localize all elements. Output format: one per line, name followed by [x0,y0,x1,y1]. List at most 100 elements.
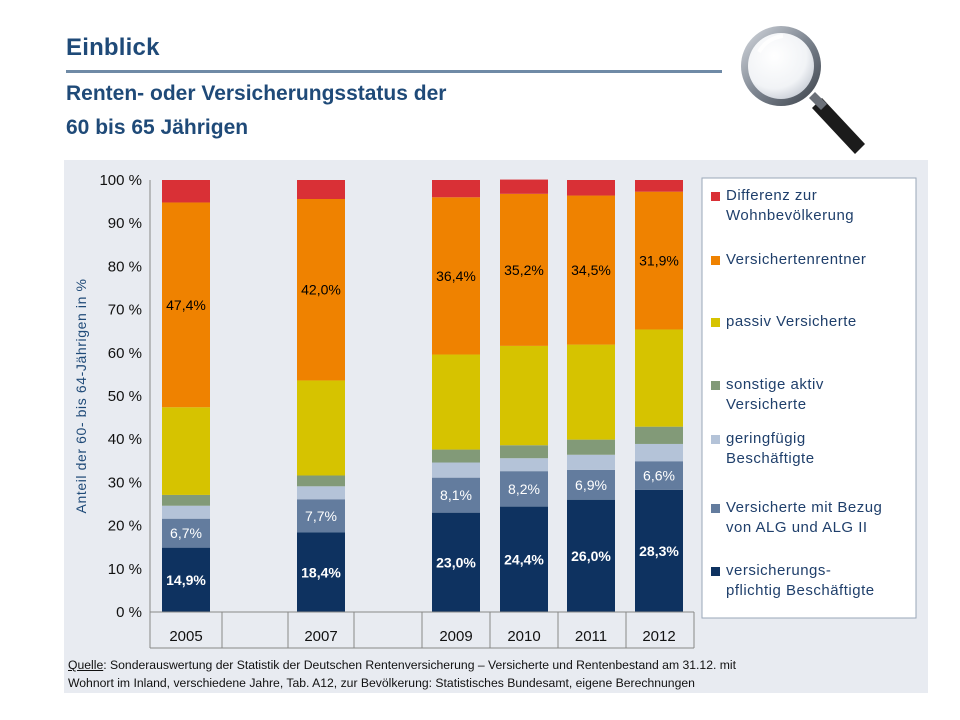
bar-segment [432,477,480,513]
data-label: 8,2% [508,481,540,497]
data-label: 34,5% [571,262,611,278]
bar-segment [500,471,548,507]
bar-segment [500,445,548,459]
bar-segment [432,462,480,478]
bar-segment [297,486,345,500]
bar-segment [567,469,615,500]
data-label: 23,0% [436,554,476,570]
bar-segment [635,191,683,330]
legend-box [701,177,917,619]
chart-panel: 0 % 10 % 20 % 30 % 40 % 50 % 60 % 70 % 80 % 90 % 1… [64,160,928,693]
legend-swatch [711,256,720,265]
source-note: Quelle: Sonderauswertung der Statistik d… [68,656,918,692]
bar-segment [500,458,548,472]
bar-segment [432,449,480,463]
bar-segment [162,518,210,548]
x-tick-label: 2009 [439,628,472,645]
page-title: Einblick [66,34,160,61]
legend-label: sonstige aktiv [726,376,824,393]
bar-segment [297,499,345,533]
bar-segment [635,461,683,490]
bar-segment [162,494,210,506]
data-label: 36,4% [436,268,476,284]
y-tick-label: 0 % [116,604,142,621]
x-tick-label: 2010 [507,628,540,645]
subtitle-line-2: 60 bis 65 Jährigen [66,116,249,139]
legend-swatch [711,192,720,201]
y-tick-label: 90 % [108,215,142,232]
y-tick-label: 40 % [108,431,142,448]
source-line-1: Quelle: Sonderauswertung der Statistik d… [68,656,918,674]
bar-segment [432,354,480,450]
data-label: 28,3% [639,543,679,559]
legend-label: geringfügig [726,430,806,447]
bar-segment [567,195,615,345]
legend-label: Versicherte [726,396,807,413]
data-label: 18,4% [301,564,341,580]
bar-segment [432,512,480,612]
y-axis-title: Anteil der 60- bis 64-Jährigen in % [73,278,89,513]
y-tick-label: 20 % [108,518,142,535]
page-subtitle: Renten- oder Versicherungsstatus der 60 … [66,77,666,145]
bar-segment [567,454,615,470]
legend-label: Versicherte mit Bezug [726,499,882,516]
data-label: 31,9% [639,253,679,269]
data-label: 14,9% [166,572,206,588]
legend-label: Wohnbevölkerung [726,207,854,224]
y-tick-label: 80 % [108,258,142,275]
y-tick-label: 10 % [108,561,142,578]
y-tick-label: 60 % [108,345,142,362]
bar-segment [432,180,480,198]
bar-segment [432,197,480,355]
legend-swatch [711,504,720,513]
bar-segment [297,199,345,381]
magnifier-icon [741,26,865,154]
bar-segment [635,443,683,462]
bar-segment [635,489,683,612]
plot-area [146,170,703,632]
data-label: 47,4% [166,297,206,313]
data-label: 42,0% [301,282,341,298]
bar-segment [162,202,210,408]
legend-label: Differenz zur [726,187,817,204]
data-label: 6,7% [170,525,202,541]
legend-label: Beschäftigte [726,450,815,467]
legend-label: passiv Versicherte [726,313,857,330]
data-label: 6,9% [575,477,607,493]
source-line-2: Wohnort im Inland, verschiedene Jahre, T… [68,676,695,690]
data-label: 26,0% [571,548,611,564]
legend-swatch [711,435,720,444]
x-tick-label: 2007 [304,628,337,645]
y-tick-label: 70 % [108,302,142,319]
bar-segment [162,505,210,519]
bar-segment [297,532,345,612]
bar-segment [162,547,210,612]
x-tick-label: 2005 [169,628,202,645]
subtitle-line-1: Renten- oder Versicherungsstatus der [66,82,447,105]
legend-swatch [711,567,720,576]
legend-swatch [711,381,720,390]
legend-label: pflichtig Beschäftigte [726,582,875,599]
bar-segment [635,180,683,192]
data-label: 35,2% [504,262,544,278]
legend-label: Versichertenrentner [726,251,866,268]
bar-segment [567,180,615,196]
legend-swatch [711,318,720,327]
bar-segment [500,506,548,612]
bar-segment [297,180,345,200]
legend-label: versicherungs- [726,562,831,579]
bar-segment [635,426,683,444]
bar-segment [567,344,615,440]
x-tick-label: 2012 [642,628,675,645]
data-label: 24,4% [504,551,544,567]
source-text-1: : Sonderauswertung der Statistik der Deu… [103,658,736,672]
legend-label: von ALG und ALG II [726,519,868,536]
data-label: 7,7% [305,508,337,524]
data-label: 6,6% [643,467,675,483]
bar-segment [500,193,548,346]
title-divider [66,70,722,73]
stacked-bar-chart: 0 % 10 % 20 % 30 % 40 % 50 % 60 % 70 % 80 % 90 % 1… [73,170,917,649]
y-tick-label: 50 % [108,388,142,405]
source-label: Quelle [68,658,104,672]
bar-segment [635,329,683,427]
